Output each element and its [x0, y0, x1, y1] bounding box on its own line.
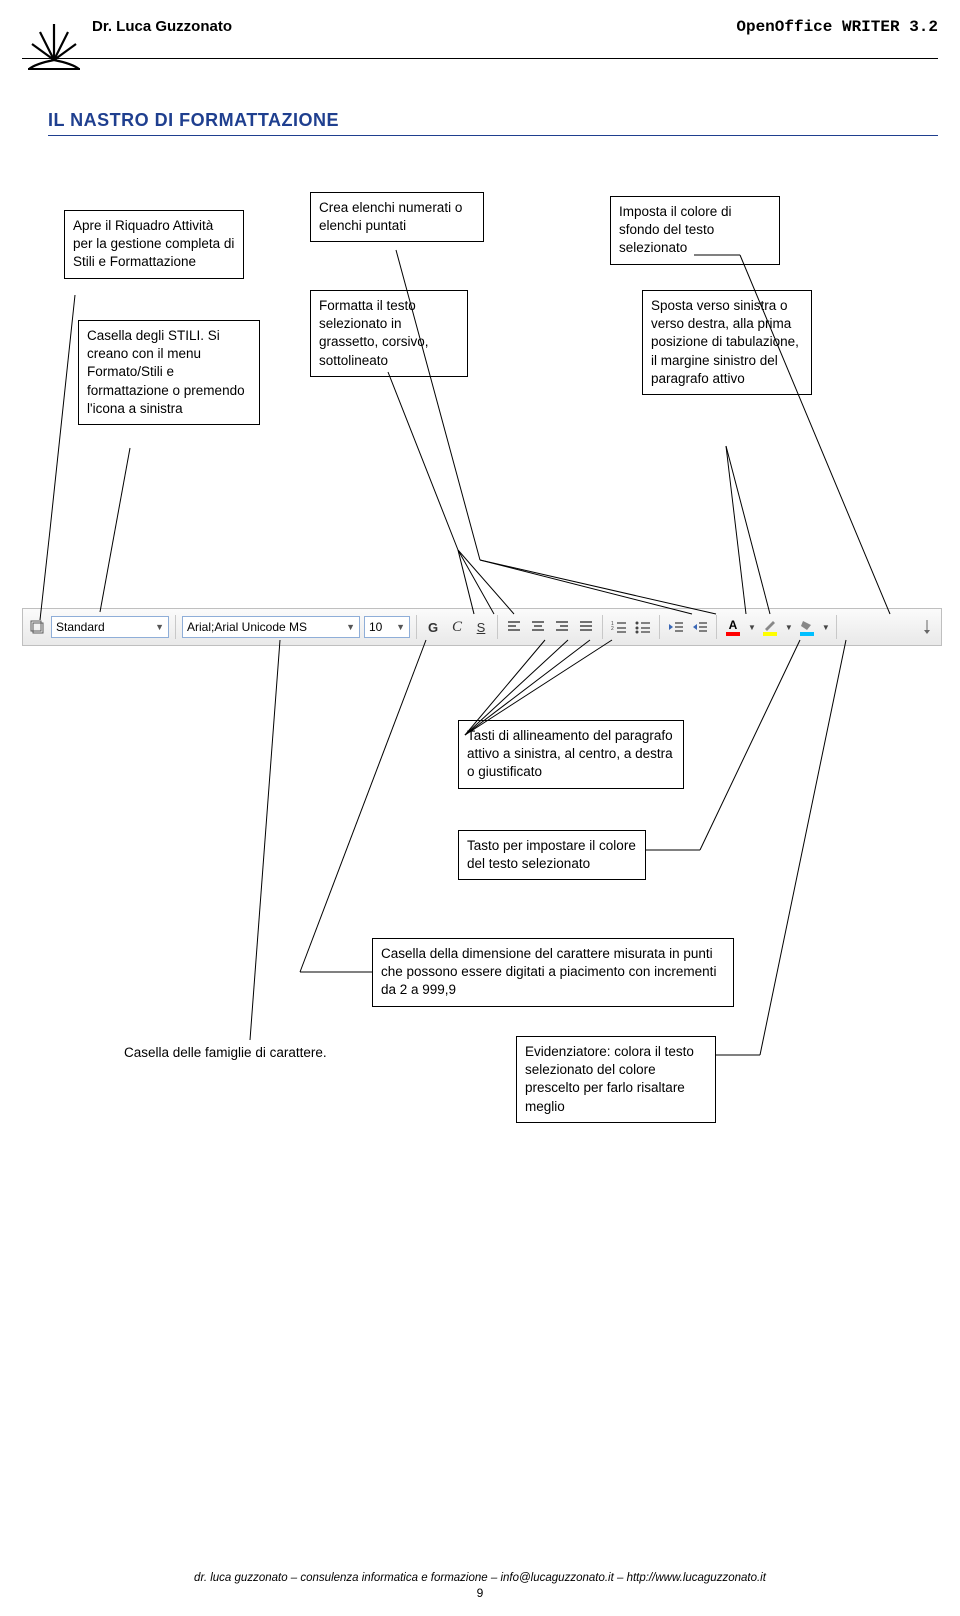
separator	[716, 615, 717, 639]
page-number: 9	[0, 1586, 960, 1600]
callout-highlighter: Evidenziatore: colora il testo seleziona…	[516, 1036, 716, 1123]
bucket-icon	[800, 619, 814, 631]
callout-styles-pane: Apre il Riquadro Attività per la gestion…	[64, 210, 244, 279]
bold-button[interactable]: G	[423, 616, 443, 638]
callout-lists: Crea elenchi numerati o elenchi puntati	[310, 192, 484, 242]
callout-text-color: Tasto per impostare il colore del testo …	[458, 830, 646, 880]
callout-font-family: Casella delle famiglie di carattere.	[124, 1038, 382, 1068]
chevron-down-icon: ▼	[346, 622, 355, 632]
callout-bold-italic-underline: Formatta il testo selezionato in grasset…	[310, 290, 468, 377]
section-title: IL NASTRO DI FORMATTAZIONE	[48, 110, 339, 131]
italic-button[interactable]: C	[447, 616, 467, 638]
chevron-down-icon: ▼	[396, 622, 405, 632]
separator	[602, 615, 603, 639]
separator	[497, 615, 498, 639]
increase-indent-button[interactable]	[690, 616, 710, 638]
chevron-down-icon[interactable]: ▼	[748, 623, 756, 632]
page-footer: dr. luca guzzonato – consulenza informat…	[0, 1572, 960, 1584]
highlight-bar	[763, 632, 777, 636]
font-name-value: Arial;Arial Unicode MS	[187, 620, 307, 634]
header-rule	[22, 58, 938, 59]
logo-icon	[28, 18, 80, 70]
formatting-toolbar: Standard ▼ Arial;Arial Unicode MS ▼ 10 ▼…	[22, 608, 942, 646]
callout-indent: Sposta verso sinistra o verso destra, al…	[642, 290, 812, 395]
align-right-button[interactable]	[552, 616, 572, 638]
svg-text:2: 2	[611, 626, 614, 632]
font-color-bar	[726, 632, 740, 636]
callout-font-size: Casella della dimensione del carattere m…	[372, 938, 734, 1007]
callout-alignment: Tasti di allineamento del paragrafo atti…	[458, 720, 684, 789]
toolbar-overflow-icon[interactable]	[917, 616, 937, 638]
author-name: Dr. Luca Guzzonato	[92, 18, 232, 35]
chevron-down-icon: ▼	[155, 622, 164, 632]
style-name-combo[interactable]: Standard ▼	[51, 616, 169, 638]
chevron-down-icon[interactable]: ▼	[785, 623, 793, 632]
decrease-indent-button[interactable]	[666, 616, 686, 638]
section-rule	[48, 135, 938, 136]
callout-style-combo: Casella degli STILI. Si creano con il me…	[78, 320, 260, 425]
bg-color-bar	[800, 632, 814, 636]
bullet-list-button[interactable]	[633, 616, 653, 638]
styles-window-button[interactable]	[27, 616, 47, 638]
font-color-button[interactable]: A	[723, 616, 743, 638]
numbered-list-button[interactable]: 12	[609, 616, 629, 638]
underline-button[interactable]: S	[471, 616, 491, 638]
font-color-letter: A	[729, 619, 738, 631]
background-color-button[interactable]	[797, 616, 817, 638]
separator	[416, 615, 417, 639]
style-name-value: Standard	[56, 620, 105, 634]
font-name-combo[interactable]: Arial;Arial Unicode MS ▼	[182, 616, 360, 638]
font-size-combo[interactable]: 10 ▼	[364, 616, 410, 638]
separator	[175, 615, 176, 639]
separator	[836, 615, 837, 639]
product-name: OpenOffice WRITER 3.2	[736, 18, 938, 36]
align-left-button[interactable]	[504, 616, 524, 638]
page-header: Dr. Luca Guzzonato OpenOffice WRITER 3.2	[0, 18, 960, 68]
separator	[659, 615, 660, 639]
font-size-value: 10	[369, 620, 382, 634]
highlight-button[interactable]	[760, 616, 780, 638]
callout-bg-color: Imposta il colore di sfondo del testo se…	[610, 196, 780, 265]
highlighter-icon	[763, 619, 777, 631]
align-center-button[interactable]	[528, 616, 548, 638]
chevron-down-icon[interactable]: ▼	[822, 623, 830, 632]
align-justify-button[interactable]	[576, 616, 596, 638]
